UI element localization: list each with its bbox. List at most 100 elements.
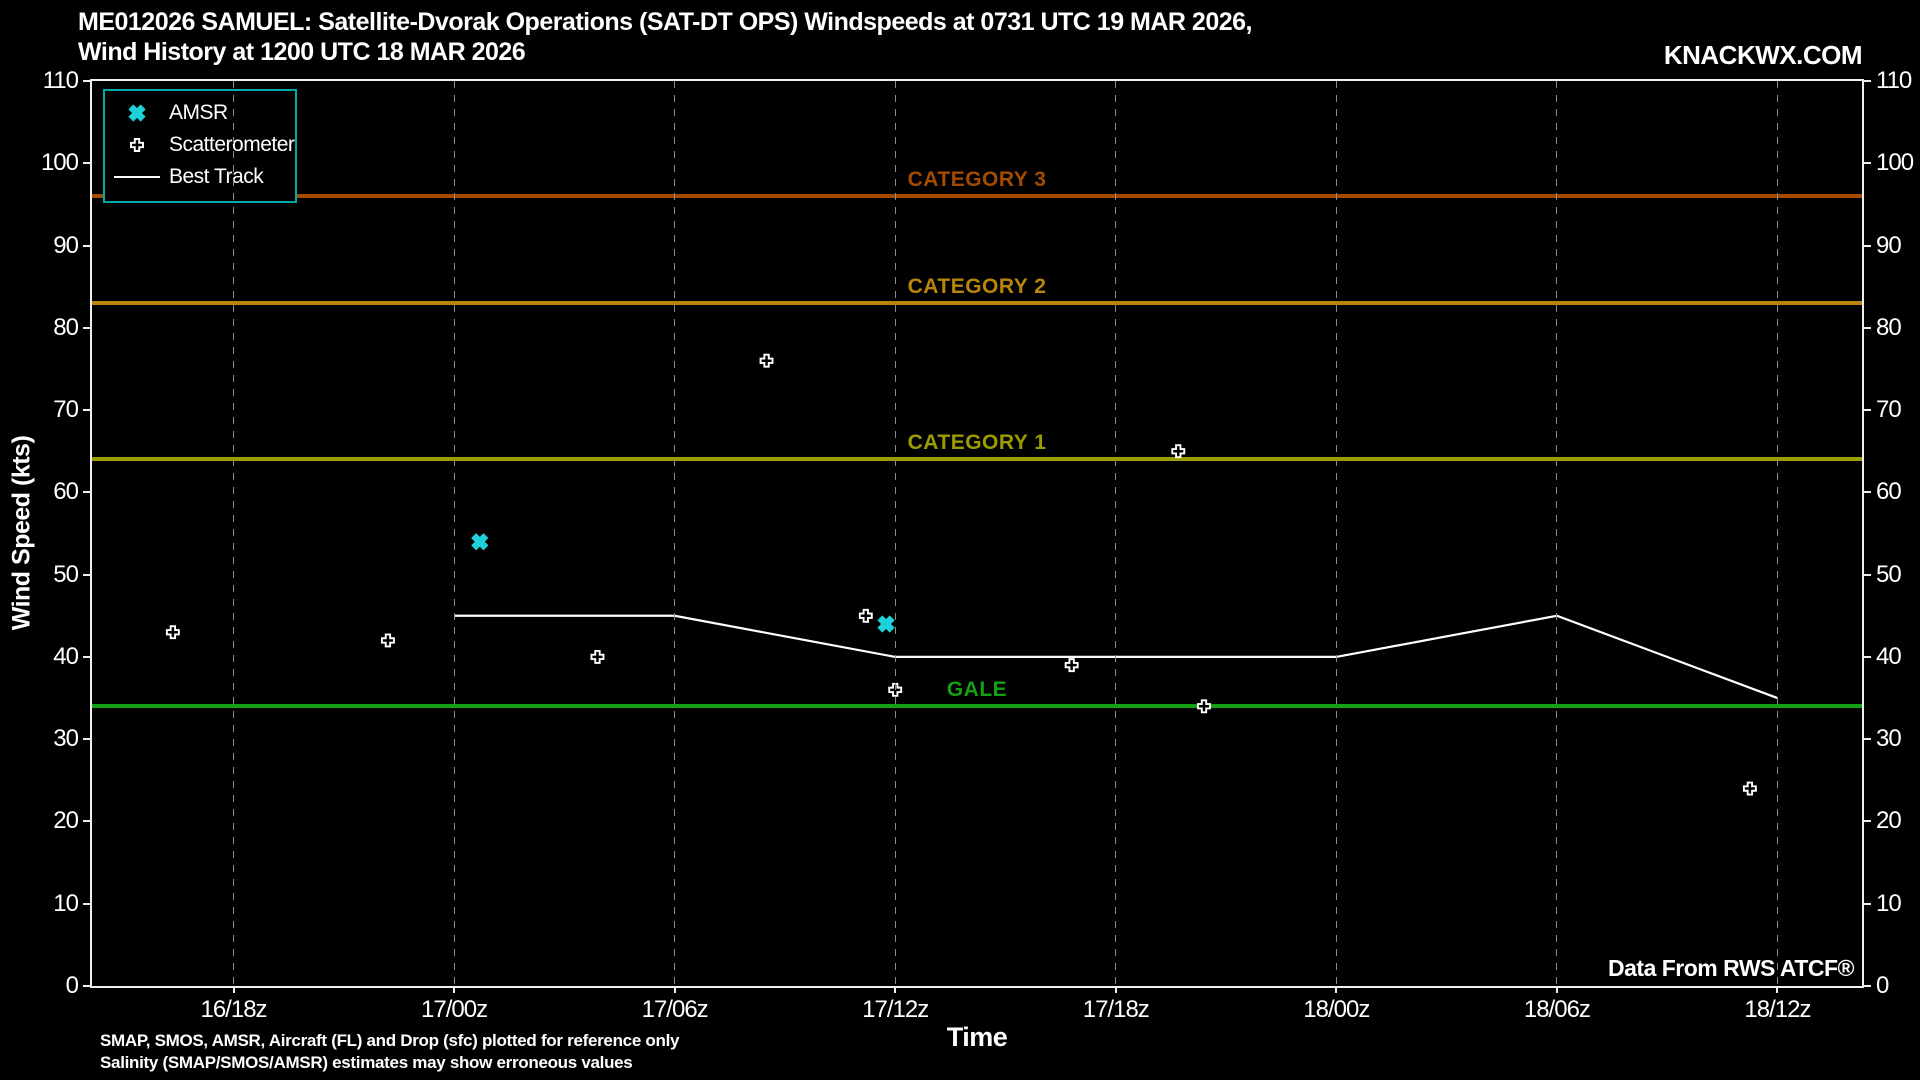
data-layer <box>165 353 1778 796</box>
vertical-gridline <box>1115 81 1117 986</box>
amsr-x-icon <box>105 101 169 125</box>
y-tickmark-right <box>1862 162 1871 165</box>
scatterometer-data-point <box>759 353 774 368</box>
chart-title-line1: ME012026 SAMUEL: Satellite-Dvorak Operat… <box>78 8 1253 36</box>
reference-label-category-3: CATEGORY 3 <box>907 168 1047 192</box>
legend-label: Best Track <box>169 165 264 188</box>
vertical-gridline <box>1776 81 1778 986</box>
reference-line-gale <box>92 704 1862 709</box>
y-axis-title: Wind Speed (kts) <box>7 435 36 631</box>
legend-item-scatterometer: Scatterometer <box>105 129 295 161</box>
y-tickmark-right <box>1862 491 1871 494</box>
x-tick-label: 18/06z <box>1523 996 1591 1023</box>
chart-title-line2: Wind History at 1200 UTC 18 MAR 2026 <box>78 38 526 66</box>
y-tickmark-left <box>83 902 92 905</box>
vertical-gridline <box>674 81 676 986</box>
y-tick-label-right: 100 <box>1876 149 1914 177</box>
y-tickmark-right <box>1862 655 1871 658</box>
legend-scatterometer-marker <box>130 138 144 152</box>
scatterometer-data-point <box>1171 444 1186 459</box>
y-tickmark-left <box>83 244 92 247</box>
legend: AMSR Scatterometer Best Track <box>103 89 297 203</box>
y-tick-label-left: 40 <box>53 642 79 670</box>
y-tick-label-right: 80 <box>1876 313 1902 341</box>
brand-watermark: KNACKWX.COM <box>1663 40 1863 70</box>
y-tickmark-left <box>83 985 92 987</box>
reference-label-category-2: CATEGORY 2 <box>907 275 1047 299</box>
amsr-data-point <box>471 533 489 551</box>
y-tickmark-left <box>83 491 92 494</box>
scatterometer-data-point <box>1742 781 1757 796</box>
x-tickmark <box>1335 986 1338 993</box>
y-tick-label-right: 20 <box>1876 807 1902 835</box>
vertical-gridline <box>453 81 455 986</box>
y-tick-label-left: 80 <box>53 313 79 341</box>
y-tick-label-right: 60 <box>1876 478 1902 506</box>
y-tickmark-right <box>1862 244 1871 247</box>
y-tick-label-left: 60 <box>53 478 79 506</box>
y-tick-label-left: 70 <box>53 396 79 424</box>
y-tickmark-right <box>1862 985 1871 987</box>
footnote-line2: Salinity (SMAP/SMOS/AMSR) estimates may … <box>100 1053 633 1072</box>
x-tick-label: 16/18z <box>200 996 267 1023</box>
legend-amsr-marker <box>128 104 146 122</box>
x-tickmark <box>1114 986 1117 993</box>
footnotes: SMAP, SMOS, AMSR, Aircraft (FL) and Drop… <box>100 1030 679 1074</box>
y-tick-label-left: 50 <box>53 560 79 588</box>
y-tickmark-left <box>83 820 92 823</box>
y-tick-label-right: 50 <box>1876 560 1902 588</box>
x-tickmark <box>1776 986 1779 993</box>
y-tick-label-right: 70 <box>1876 396 1902 424</box>
y-tick-label-right: 40 <box>1876 642 1902 670</box>
y-tick-label-left: 20 <box>53 807 79 835</box>
x-axis-title: Time <box>946 1022 1008 1052</box>
x-tick-label: 18/00z <box>1303 996 1370 1023</box>
vertical-gridline <box>894 81 896 986</box>
x-tickmark <box>894 986 897 993</box>
x-tickmark <box>453 986 456 993</box>
legend-marker-svg <box>130 138 144 152</box>
reference-label-category-1: CATEGORY 1 <box>907 431 1047 455</box>
vertical-gridline <box>1556 81 1558 986</box>
x-tickmark <box>1555 986 1558 993</box>
y-tick-label-right: 10 <box>1876 889 1902 917</box>
y-tickmark-left <box>83 738 92 741</box>
x-tick-label: 17/06z <box>641 996 709 1023</box>
y-tick-label-right: 30 <box>1876 725 1902 753</box>
reference-label-gale: GALE <box>946 678 1008 702</box>
reference-line-category-3 <box>92 194 1862 199</box>
x-tick-label: 17/12z <box>862 996 929 1023</box>
y-tick-label-right: 110 <box>1876 67 1912 94</box>
scatterometer-plus-icon <box>105 133 169 157</box>
y-tickmark-right <box>1862 573 1871 576</box>
scatterometer-data-point <box>858 608 873 623</box>
y-tick-label-left: 90 <box>53 231 79 259</box>
attribution: Data From RWS ATCF® <box>1608 955 1854 981</box>
scatterometer-data-point <box>165 625 180 640</box>
reference-line-category-2 <box>92 301 1862 306</box>
vertical-gridline <box>233 81 235 986</box>
y-tickmark-right <box>1862 738 1871 741</box>
y-tickmark-left <box>83 655 92 658</box>
reference-line-category-1 <box>92 457 1862 462</box>
y-tick-label-left: 110 <box>42 67 79 94</box>
x-tick-label: 17/00z <box>421 996 488 1023</box>
y-tickmark-left <box>83 80 92 82</box>
y-tickmark-left <box>83 162 92 165</box>
scatterometer-data-point <box>380 633 395 648</box>
legend-line-swatch <box>114 176 160 178</box>
amsr-data-point <box>877 615 895 633</box>
y-tickmark-right <box>1862 902 1871 905</box>
y-tick-label-right: 0 <box>1876 972 1889 999</box>
legend-label: AMSR <box>169 101 228 124</box>
y-tickmark-left <box>83 573 92 576</box>
chart-title: ME012026 SAMUEL: Satellite-Dvorak Operat… <box>78 7 1253 67</box>
y-tickmark-left <box>83 326 92 329</box>
y-tick-label-left: 30 <box>53 725 79 753</box>
legend-label: Scatterometer <box>169 133 295 156</box>
legend-marker-svg <box>128 104 146 122</box>
scatterometer-data-point <box>1064 658 1079 673</box>
x-tickmark <box>232 986 235 993</box>
y-tickmark-right <box>1862 326 1871 329</box>
